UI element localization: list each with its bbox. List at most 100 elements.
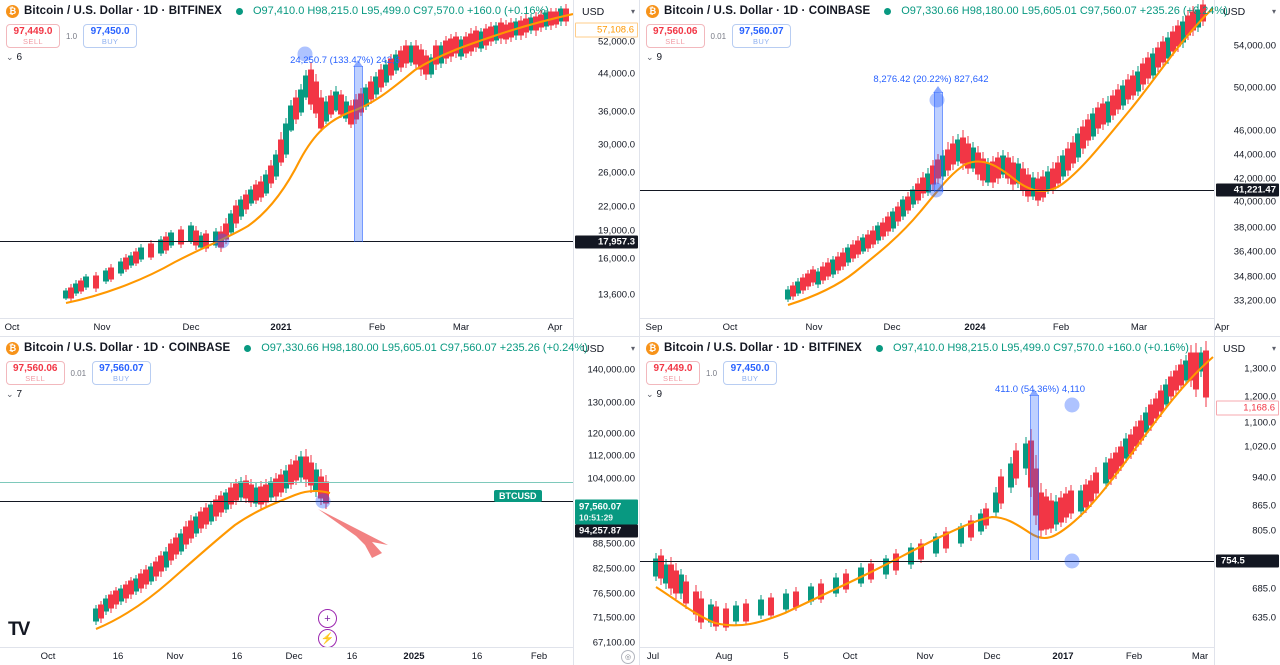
buy-button[interactable]: 97,450.0 BUY (723, 361, 778, 386)
chart-header: ₿ Bitcoin / U.S. Dollar · 1D · COINBASE … (640, 0, 1280, 22)
buy-sell-widget[interactable]: 97,560.06 SELL 0.01 97,560.07 BUY (6, 361, 151, 386)
price-tick: 13,600.0 (598, 289, 635, 301)
layer-count-toggle[interactable]: ⌄ 9 (646, 389, 662, 400)
measure-annotation: 8,276.42 (20.22%) 827,642 (873, 74, 989, 85)
line-handle[interactable] (315, 493, 331, 509)
plot-area-top-right[interactable]: 8,276.42 (20.22%) 827,642 (640, 0, 1214, 318)
price-tick: 26,000.0 (598, 167, 635, 179)
chevron-down-icon: ⌄ (646, 52, 654, 62)
time-tick: 16 (231, 651, 243, 662)
buy-sell-widget[interactable]: 97,560.06 SELL 0.01 97,560.07 BUY (646, 24, 791, 49)
buy-button[interactable]: 97,560.07 BUY (732, 24, 791, 49)
measure-handle[interactable] (297, 46, 313, 62)
price-tick: 52,000.0 (598, 36, 635, 48)
sell-price: 97,560.06 (653, 26, 698, 37)
measure-handle[interactable] (1064, 397, 1080, 413)
order-quantity[interactable]: 1.0 (66, 31, 78, 41)
measure-tool-bar[interactable] (354, 66, 363, 242)
support-line[interactable] (0, 241, 573, 242)
time-axis-bottom-right[interactable]: Jul Aug 5 Oct Nov Dec 2017 Feb Mar (640, 647, 1214, 665)
price-tick: 120,000.00 (587, 428, 635, 440)
time-tick: Jul (646, 651, 660, 662)
order-quantity[interactable]: 1.0 (706, 368, 718, 378)
time-tick: Dec (285, 651, 303, 662)
time-axis-top-left[interactable]: Oct Nov Dec 2021 Feb Mar Apr (0, 318, 573, 336)
tradingview-logo: TV (8, 619, 30, 640)
order-quantity[interactable]: 0.01 (710, 31, 727, 41)
currency-selector[interactable]: USD ▾ (1215, 340, 1280, 357)
moving-average-line (95, 489, 331, 630)
currency-selector[interactable]: USD ▾ (574, 3, 639, 20)
currency-selector[interactable]: USD ▾ (1215, 3, 1280, 20)
currency-selector[interactable]: USD ▾ (574, 340, 639, 357)
sell-button[interactable]: 97,560.06 SELL (646, 24, 705, 49)
sell-label: SELL (23, 36, 43, 46)
bitcoin-icon: ₿ (646, 341, 659, 355)
price-tick: 30,000.0 (598, 139, 635, 151)
symbol-title[interactable]: Bitcoin / U.S. Dollar · 1D · BITFINEX (664, 342, 862, 354)
ohlc-values: O97,330.66 H98,180.00 L95,605.01 C97,560… (261, 342, 588, 354)
alert-fab[interactable]: ⚡ (318, 629, 337, 647)
price-tick: 82,500.00 (592, 563, 635, 575)
add-indicator-fab[interactable]: + (318, 609, 337, 628)
support-price-badge: 41,221.47 (1216, 183, 1279, 197)
support-price-badge: 94,257.87 (575, 524, 638, 538)
buy-sell-widget[interactable]: 97,449.0 SELL 1.0 97,450.0 BUY (646, 361, 778, 386)
currency-label: USD (582, 342, 605, 355)
sell-button[interactable]: 97,560.06 SELL (6, 361, 65, 386)
plot-area-bottom-right[interactable]: 411.0 (54.36%) 4,110 (640, 337, 1214, 647)
line-handle[interactable] (214, 233, 230, 249)
price-tick: 67,100.00 (592, 637, 635, 649)
price-tick: 76,500.00 (592, 588, 635, 600)
support-line[interactable] (640, 190, 1214, 191)
buy-button[interactable]: 97,450.0 BUY (83, 24, 138, 49)
buy-label: BUY (741, 373, 759, 383)
plot-area-top-left[interactable]: 24,250.7 (133.47%) 242,6 (0, 0, 573, 318)
sell-label: SELL (663, 373, 683, 383)
support-line[interactable] (0, 501, 573, 502)
symbol-title[interactable]: Bitcoin / U.S. Dollar · 1D · COINBASE (24, 342, 231, 354)
sell-button[interactable]: 97,449.0 SELL (6, 24, 60, 49)
price-axis-top-right[interactable]: USD ▾ 54,000.00 50,000.00 46,000.00 44,0… (1214, 0, 1280, 336)
price-axis-bottom-right[interactable]: USD ▾ 1,300.0 1,200.0 1,168.6 1,100.0 1,… (1214, 337, 1280, 665)
price-tick: 42,000.00 (1233, 173, 1276, 185)
symbol-title[interactable]: Bitcoin / U.S. Dollar · 1D · BITFINEX (24, 5, 222, 17)
measure-handle[interactable] (929, 92, 945, 108)
support-line[interactable] (640, 561, 1214, 562)
buy-price: 97,450.0 (730, 363, 770, 374)
buy-sell-widget[interactable]: 97,449.0 SELL 1.0 97,450.0 BUY (6, 24, 138, 49)
measure-tool-arrow (933, 86, 943, 93)
buy-button[interactable]: 97,560.07 BUY (92, 361, 151, 386)
price-axis-bottom-left[interactable]: USD ▾ 140,000.00 130,000.00 120,000.00 1… (573, 337, 639, 665)
time-axis-top-right[interactable]: Sep Oct Nov Dec 2024 Feb Mar Apr (640, 318, 1229, 336)
price-tick: 16,000.0 (598, 253, 635, 265)
sell-button[interactable]: 97,449.0 SELL (646, 361, 700, 386)
time-tick: 16 (112, 651, 124, 662)
measure-tool-bar[interactable] (934, 92, 943, 192)
price-axis-top-left[interactable]: USD ▾ 57,108.6 52,000.0 44,000.0 36,000.… (573, 0, 639, 336)
layer-count-toggle[interactable]: ⌄ 7 (6, 389, 22, 400)
price-tick: 1,020.0 (1244, 441, 1276, 453)
chart-header: ₿ Bitcoin / U.S. Dollar · 1D · COINBASE … (0, 337, 639, 359)
plot-area-bottom-left[interactable]: BTCUSD + ⚡ (0, 337, 573, 647)
market-status-dot (244, 344, 252, 352)
ohlc-values: O97,410.0 H98,215.0 L95,499.0 C97,570.0 … (892, 342, 1189, 354)
time-tick: Nov (805, 322, 823, 333)
chevron-down-icon: ▾ (630, 344, 635, 353)
symbol-title[interactable]: Bitcoin / U.S. Dollar · 1D · COINBASE (664, 5, 871, 17)
layer-count-toggle[interactable]: ⌄ 9 (646, 52, 662, 63)
measure-tool-arrow (1029, 389, 1039, 396)
chart-pane-bottom-right[interactable]: ₿ Bitcoin / U.S. Dollar · 1D · BITFINEX … (640, 337, 1280, 665)
buy-label: BUY (101, 36, 119, 46)
layer-count-toggle[interactable]: ⌄ 6 (6, 52, 22, 63)
chart-pane-bottom-left[interactable]: ₿ Bitcoin / U.S. Dollar · 1D · COINBASE … (0, 337, 640, 665)
line-handle[interactable] (928, 182, 944, 198)
order-quantity[interactable]: 0.01 (70, 368, 87, 378)
time-axis-bottom-left[interactable]: Oct 16 Nov 16 Dec 16 2025 16 Feb (0, 647, 573, 665)
reset-zoom-icon[interactable]: ◎ (621, 650, 635, 664)
chart-pane-top-right[interactable]: ₿ Bitcoin / U.S. Dollar · 1D · COINBASE … (640, 0, 1280, 337)
chart-pane-top-left[interactable]: ₿ Bitcoin / U.S. Dollar · 1D · BITFINEX … (0, 0, 640, 337)
measure-tool-bar[interactable] (1030, 395, 1039, 560)
line-handle[interactable] (1064, 553, 1080, 569)
time-tick: Nov (93, 322, 111, 333)
